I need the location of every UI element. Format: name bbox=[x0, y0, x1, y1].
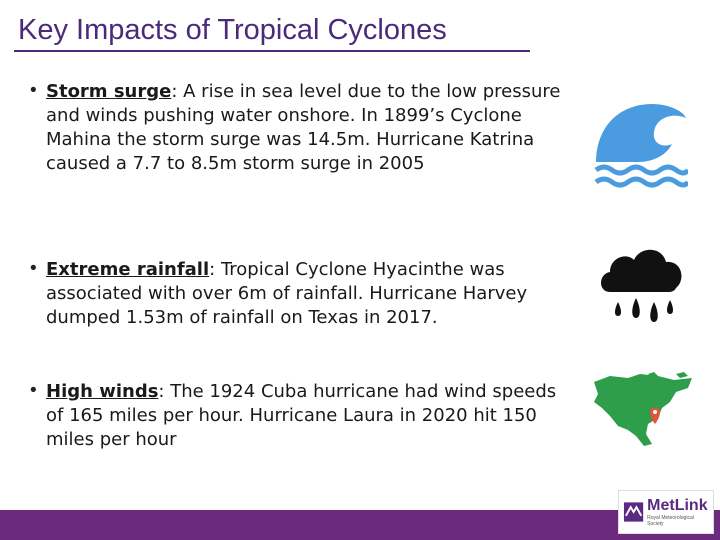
slide-title: Key Impacts of Tropical Cyclones bbox=[18, 14, 447, 46]
logo-tagline: Royal Meteorological Society bbox=[647, 515, 694, 527]
metlink-logo[interactable]: MetLink Royal Meteorological Society bbox=[618, 490, 714, 534]
title-underline bbox=[14, 50, 530, 52]
bullet-text: Storm surge: A rise in sea level due to … bbox=[46, 80, 576, 176]
bullet-dot: • bbox=[30, 380, 37, 401]
metlink-emblem-icon bbox=[623, 502, 644, 522]
bullet-dot: • bbox=[30, 80, 37, 101]
bullet-body: : Tropical Cyclone Hyacinthe was associa… bbox=[46, 259, 528, 328]
bullet-term: Storm surge bbox=[46, 81, 172, 102]
bullet-text: High winds: The 1924 Cuba hurricane had … bbox=[46, 380, 576, 452]
footer-bar bbox=[0, 510, 720, 540]
bullet-term: Extreme rainfall bbox=[46, 259, 210, 280]
bullet-body: : The 1924 Cuba hurricane had wind speed… bbox=[46, 381, 557, 450]
rain-cloud-icon bbox=[601, 249, 682, 322]
north-america-map-icon bbox=[594, 372, 692, 446]
wave-icon bbox=[594, 104, 688, 188]
logo-name: MetLink bbox=[647, 497, 708, 514]
bullet-text: Extreme rainfall: Tropical Cyclone Hyaci… bbox=[46, 258, 576, 330]
bullet-term: High winds bbox=[46, 381, 159, 402]
logo-text-block: MetLink Royal Meteorological Society bbox=[644, 497, 709, 528]
bullet-body: : A rise in sea level due to the low pre… bbox=[46, 81, 561, 174]
bullet-dot: • bbox=[30, 258, 37, 279]
